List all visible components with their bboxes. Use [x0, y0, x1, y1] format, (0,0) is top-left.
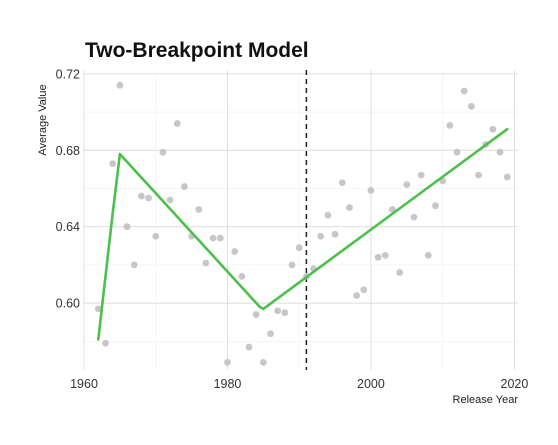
- x-tick-label: 1980: [214, 377, 242, 391]
- data-point: [259, 358, 267, 366]
- data-point: [374, 253, 382, 261]
- data-point: [94, 305, 102, 313]
- data-point: [145, 194, 152, 202]
- data-point: [281, 309, 289, 317]
- data-point: [496, 148, 504, 156]
- y-tick-label: 0.64: [56, 220, 80, 234]
- data-point: [195, 206, 203, 213]
- data-point: [130, 261, 138, 269]
- data-point: [295, 244, 303, 252]
- data-point: [432, 202, 439, 210]
- chart-title: Two-Breakpoint Model: [85, 39, 309, 62]
- data-point: [424, 251, 432, 259]
- y-tick-label: 0.60: [56, 297, 80, 311]
- data-point: [324, 211, 332, 219]
- data-point: [102, 339, 109, 347]
- data-point: [489, 125, 497, 133]
- data-point: [116, 81, 124, 89]
- data-point: [467, 102, 475, 110]
- x-axis-title: Release Year: [453, 394, 519, 406]
- data-point: [317, 232, 325, 240]
- x-tick-label: 2000: [357, 377, 385, 391]
- data-point: [202, 259, 210, 267]
- y-tick-label: 0.68: [56, 144, 80, 158]
- data-point: [238, 272, 246, 280]
- data-point: [338, 179, 346, 187]
- fit-line-layer: [97, 127, 509, 341]
- data-point: [152, 232, 160, 240]
- data-point: [159, 148, 167, 156]
- data-point: [267, 330, 274, 338]
- data-point: [209, 234, 217, 242]
- data-point: [245, 343, 253, 351]
- data-point: [123, 223, 131, 231]
- data-point: [224, 358, 231, 366]
- data-point: [288, 261, 296, 269]
- data-point: [109, 160, 117, 168]
- data-point: [181, 183, 188, 190]
- data-point: [460, 87, 468, 95]
- data-point: [417, 171, 425, 179]
- data-point: [331, 230, 339, 238]
- data-point: [231, 248, 239, 255]
- data-point: [216, 234, 224, 242]
- data-point: [396, 269, 404, 276]
- scatter-points: [94, 81, 511, 366]
- data-point: [367, 186, 375, 194]
- data-point: [360, 286, 368, 294]
- data-point: [353, 292, 360, 299]
- x-tick-label: 2020: [501, 377, 529, 391]
- data-point: [274, 307, 282, 315]
- data-point: [252, 311, 260, 318]
- data-point: [410, 213, 418, 221]
- data-point: [173, 120, 181, 127]
- y-axis-title: Average Value: [37, 84, 49, 155]
- data-point: [346, 204, 353, 211]
- data-point: [403, 181, 411, 189]
- data-point: [503, 173, 511, 181]
- data-point: [381, 251, 389, 259]
- data-point: [453, 148, 461, 156]
- x-tick-label: 1960: [70, 377, 98, 391]
- data-point: [137, 192, 145, 200]
- fit-line: [97, 127, 509, 341]
- grid: [83, 70, 518, 370]
- data-point: [446, 122, 454, 129]
- y-tick-label: 0.72: [56, 67, 80, 81]
- data-point: [166, 196, 174, 204]
- data-point: [475, 171, 482, 179]
- tick-labels: 1960 1980 2000 2020 0.60 0.64 0.68 0.72: [56, 67, 529, 391]
